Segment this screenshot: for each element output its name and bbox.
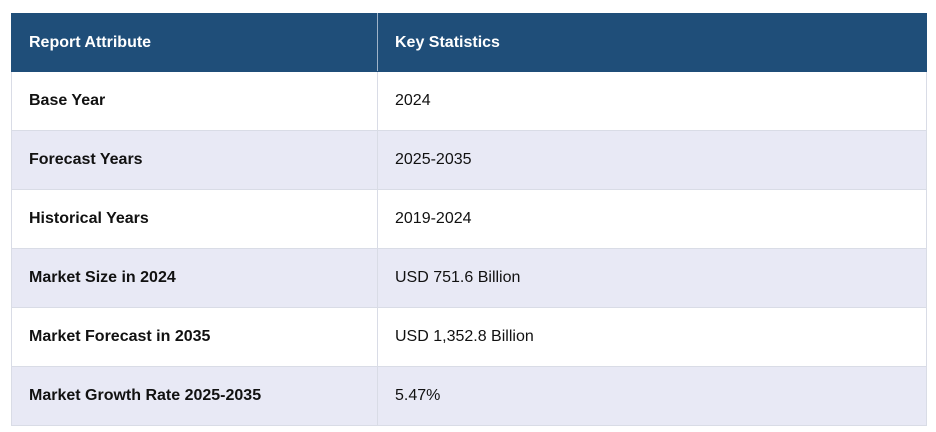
table-row: Market Growth Rate 2025-2035 5.47%	[11, 366, 927, 426]
attribute-cell: Forecast Years	[11, 130, 378, 190]
table-row: Forecast Years 2025-2035	[11, 130, 927, 190]
value-cell: 2025-2035	[377, 130, 927, 190]
table-row: Historical Years 2019-2024	[11, 189, 927, 249]
table-row: Market Size in 2024 USD 751.6 Billion	[11, 248, 927, 308]
header-report-attribute: Report Attribute	[11, 13, 378, 72]
attribute-cell: Market Forecast in 2035	[11, 307, 378, 367]
value-cell: USD 1,352.8 Billion	[377, 307, 927, 367]
attribute-cell: Market Growth Rate 2025-2035	[11, 366, 378, 426]
table-row: Base Year 2024	[11, 71, 927, 131]
value-cell: 2024	[377, 71, 927, 131]
report-table: Report Attribute Key Statistics Base Yea…	[11, 13, 927, 426]
attribute-cell: Base Year	[11, 71, 378, 131]
value-cell: 2019-2024	[377, 189, 927, 249]
attribute-cell: Market Size in 2024	[11, 248, 378, 308]
table-body: Base Year 2024 Forecast Years 2025-2035 …	[11, 71, 927, 426]
attribute-cell: Historical Years	[11, 189, 378, 249]
table-header: Report Attribute Key Statistics	[11, 13, 927, 72]
table-row: Market Forecast in 2035 USD 1,352.8 Bill…	[11, 307, 927, 367]
value-cell: USD 751.6 Billion	[377, 248, 927, 308]
header-row: Report Attribute Key Statistics	[11, 13, 927, 72]
value-cell: 5.47%	[377, 366, 927, 426]
header-key-statistics: Key Statistics	[377, 13, 927, 72]
